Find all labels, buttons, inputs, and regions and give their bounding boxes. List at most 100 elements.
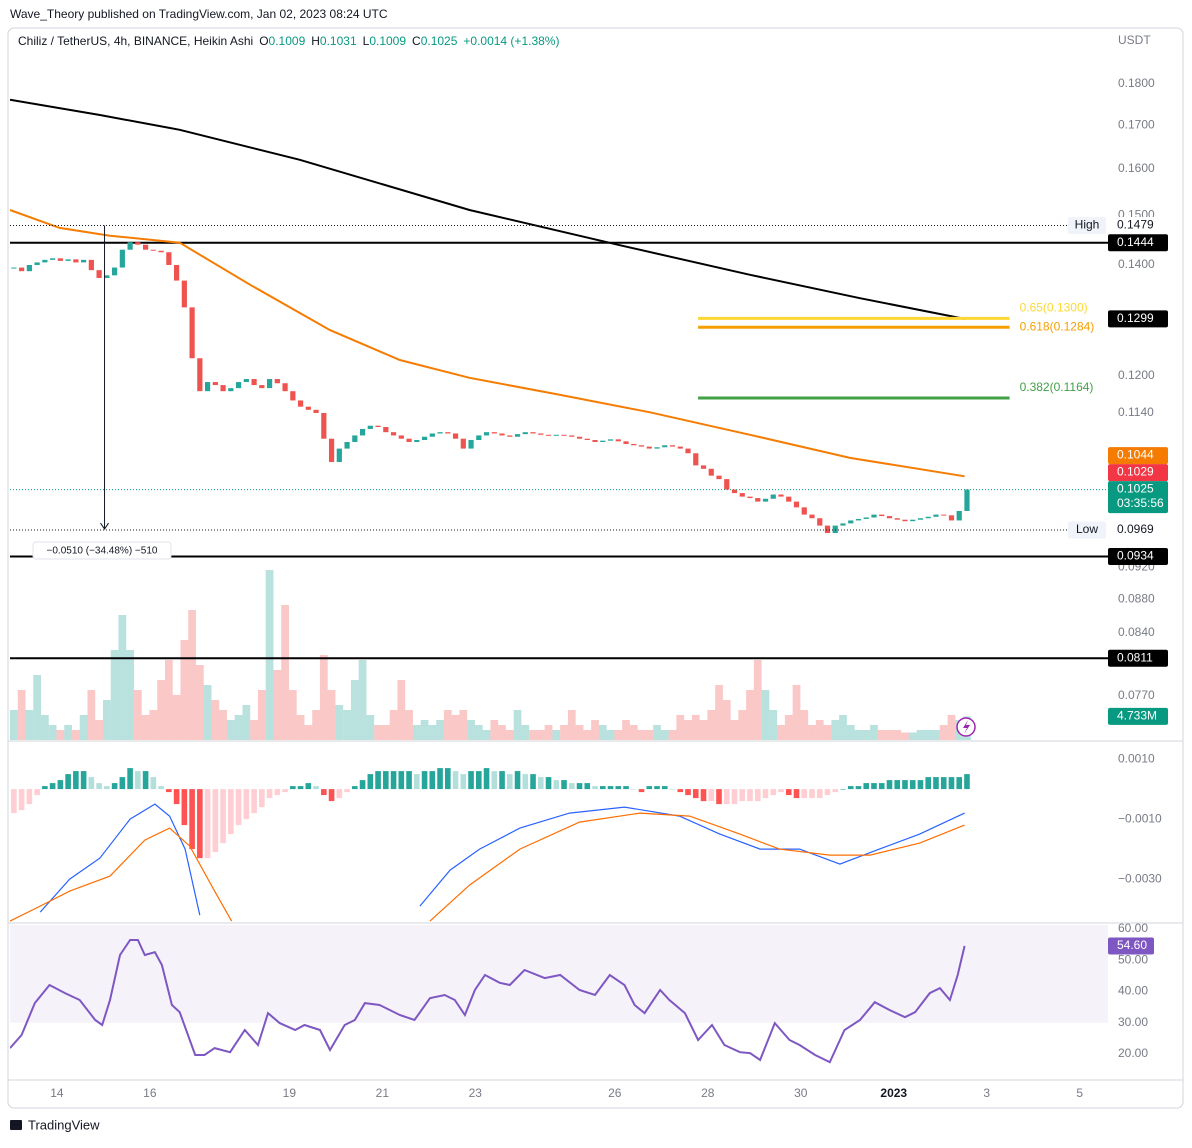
candle: [623, 441, 629, 444]
volume-bar: [141, 715, 150, 740]
macd-histogram-bar: [491, 771, 498, 790]
volume-bar: [381, 725, 390, 740]
volume-bar: [668, 730, 677, 740]
candle: [65, 259, 71, 261]
candle: [445, 432, 451, 434]
volume-bar: [48, 725, 57, 740]
candle: [189, 307, 195, 359]
candle: [917, 518, 924, 520]
macd-histogram-bar: [266, 789, 273, 799]
candle: [344, 441, 350, 449]
volume-bar: [304, 725, 313, 740]
macd-histogram-bar: [383, 771, 389, 790]
y-tick-label: 0.1200: [1118, 368, 1155, 382]
candle: [848, 520, 854, 524]
volume-bar: [521, 725, 530, 740]
candle: [96, 270, 102, 278]
volume-bar: [164, 660, 173, 740]
x-tick-label: 30: [794, 1086, 808, 1100]
rsi-label: 54.60: [1117, 938, 1147, 952]
candle: [297, 400, 304, 407]
candle: [336, 448, 342, 462]
candle: [290, 391, 296, 401]
volume-bar: [784, 715, 793, 740]
candle: [390, 432, 397, 436]
macd-histogram-bar: [352, 786, 358, 790]
macd-histogram-bar: [832, 789, 839, 793]
macd-histogram-bar: [925, 777, 932, 790]
volume-bar: [815, 720, 824, 740]
macd-histogram-bar: [228, 789, 234, 835]
macd-histogram-bar: [762, 789, 769, 799]
candle: [631, 443, 637, 446]
candle: [468, 440, 474, 449]
volume-bar: [660, 730, 669, 740]
y-tick-label: 0.0010: [1118, 751, 1155, 765]
rsi-line: [10, 939, 966, 1064]
candle: [615, 439, 621, 442]
candle: [685, 448, 691, 454]
macd-histogram-bar: [274, 789, 281, 796]
volume-bar: [862, 730, 871, 740]
macd-histogram-bar: [964, 774, 970, 790]
volume-bar: [552, 730, 561, 740]
volume-bar: [645, 730, 654, 740]
candle: [762, 498, 769, 502]
volume-bar: [273, 670, 282, 740]
volume-bar: [575, 725, 584, 740]
ohlc-key: C: [412, 34, 421, 48]
macd-histogram-bar: [522, 774, 529, 790]
volume-bar: [567, 710, 576, 740]
volume-bar: [637, 730, 646, 740]
macd-line: [39, 803, 965, 916]
macd-histogram-bar: [638, 789, 645, 793]
volume-bar: [87, 690, 96, 740]
macd-histogram-bar: [11, 789, 17, 814]
candle: [204, 382, 211, 392]
candle: [406, 438, 412, 442]
candle: [383, 427, 389, 433]
macd-histogram-bar: [57, 780, 64, 790]
macd-histogram-bar: [460, 774, 467, 790]
macd-histogram-bar: [770, 789, 777, 796]
candle: [592, 440, 598, 442]
macd-histogram-bar: [785, 789, 792, 796]
macd-histogram-bar: [259, 789, 265, 808]
candle: [119, 249, 125, 268]
macd-histogram-bar: [863, 783, 870, 790]
macd-histogram-bar: [506, 774, 513, 790]
volume-bar: [536, 730, 545, 740]
macd-histogram-bar: [855, 786, 862, 790]
macd-histogram-bar: [220, 789, 226, 844]
macd-histogram-bar: [290, 786, 296, 790]
volume-bar: [459, 710, 468, 740]
macd-histogram-bar: [150, 777, 157, 790]
measure-label-box: [32, 541, 172, 560]
macd-histogram-bar: [592, 786, 598, 790]
volume-bar: [257, 690, 266, 740]
candle: [398, 435, 404, 439]
y-tick-label: −0.0030: [1118, 871, 1162, 885]
candle: [274, 379, 280, 384]
candle: [57, 258, 63, 261]
candle: [948, 515, 955, 521]
volume-bar: [823, 725, 832, 740]
macd-histogram-bar: [654, 786, 660, 790]
candle: [561, 434, 567, 436]
candle: [941, 514, 947, 516]
candle: [321, 412, 327, 439]
candle: [886, 516, 893, 519]
candle: [530, 432, 536, 434]
logo-mark: [10, 1120, 22, 1130]
candle: [452, 433, 459, 439]
price-label-box: [1108, 464, 1168, 482]
candle: [778, 494, 784, 497]
candle: [731, 489, 738, 494]
volume-bar: [753, 660, 762, 740]
volume-bar: [412, 725, 421, 740]
volume-bar: [203, 685, 212, 740]
candle: [801, 507, 807, 515]
macd-histogram-bar: [778, 789, 784, 793]
volume-bar: [614, 730, 623, 740]
